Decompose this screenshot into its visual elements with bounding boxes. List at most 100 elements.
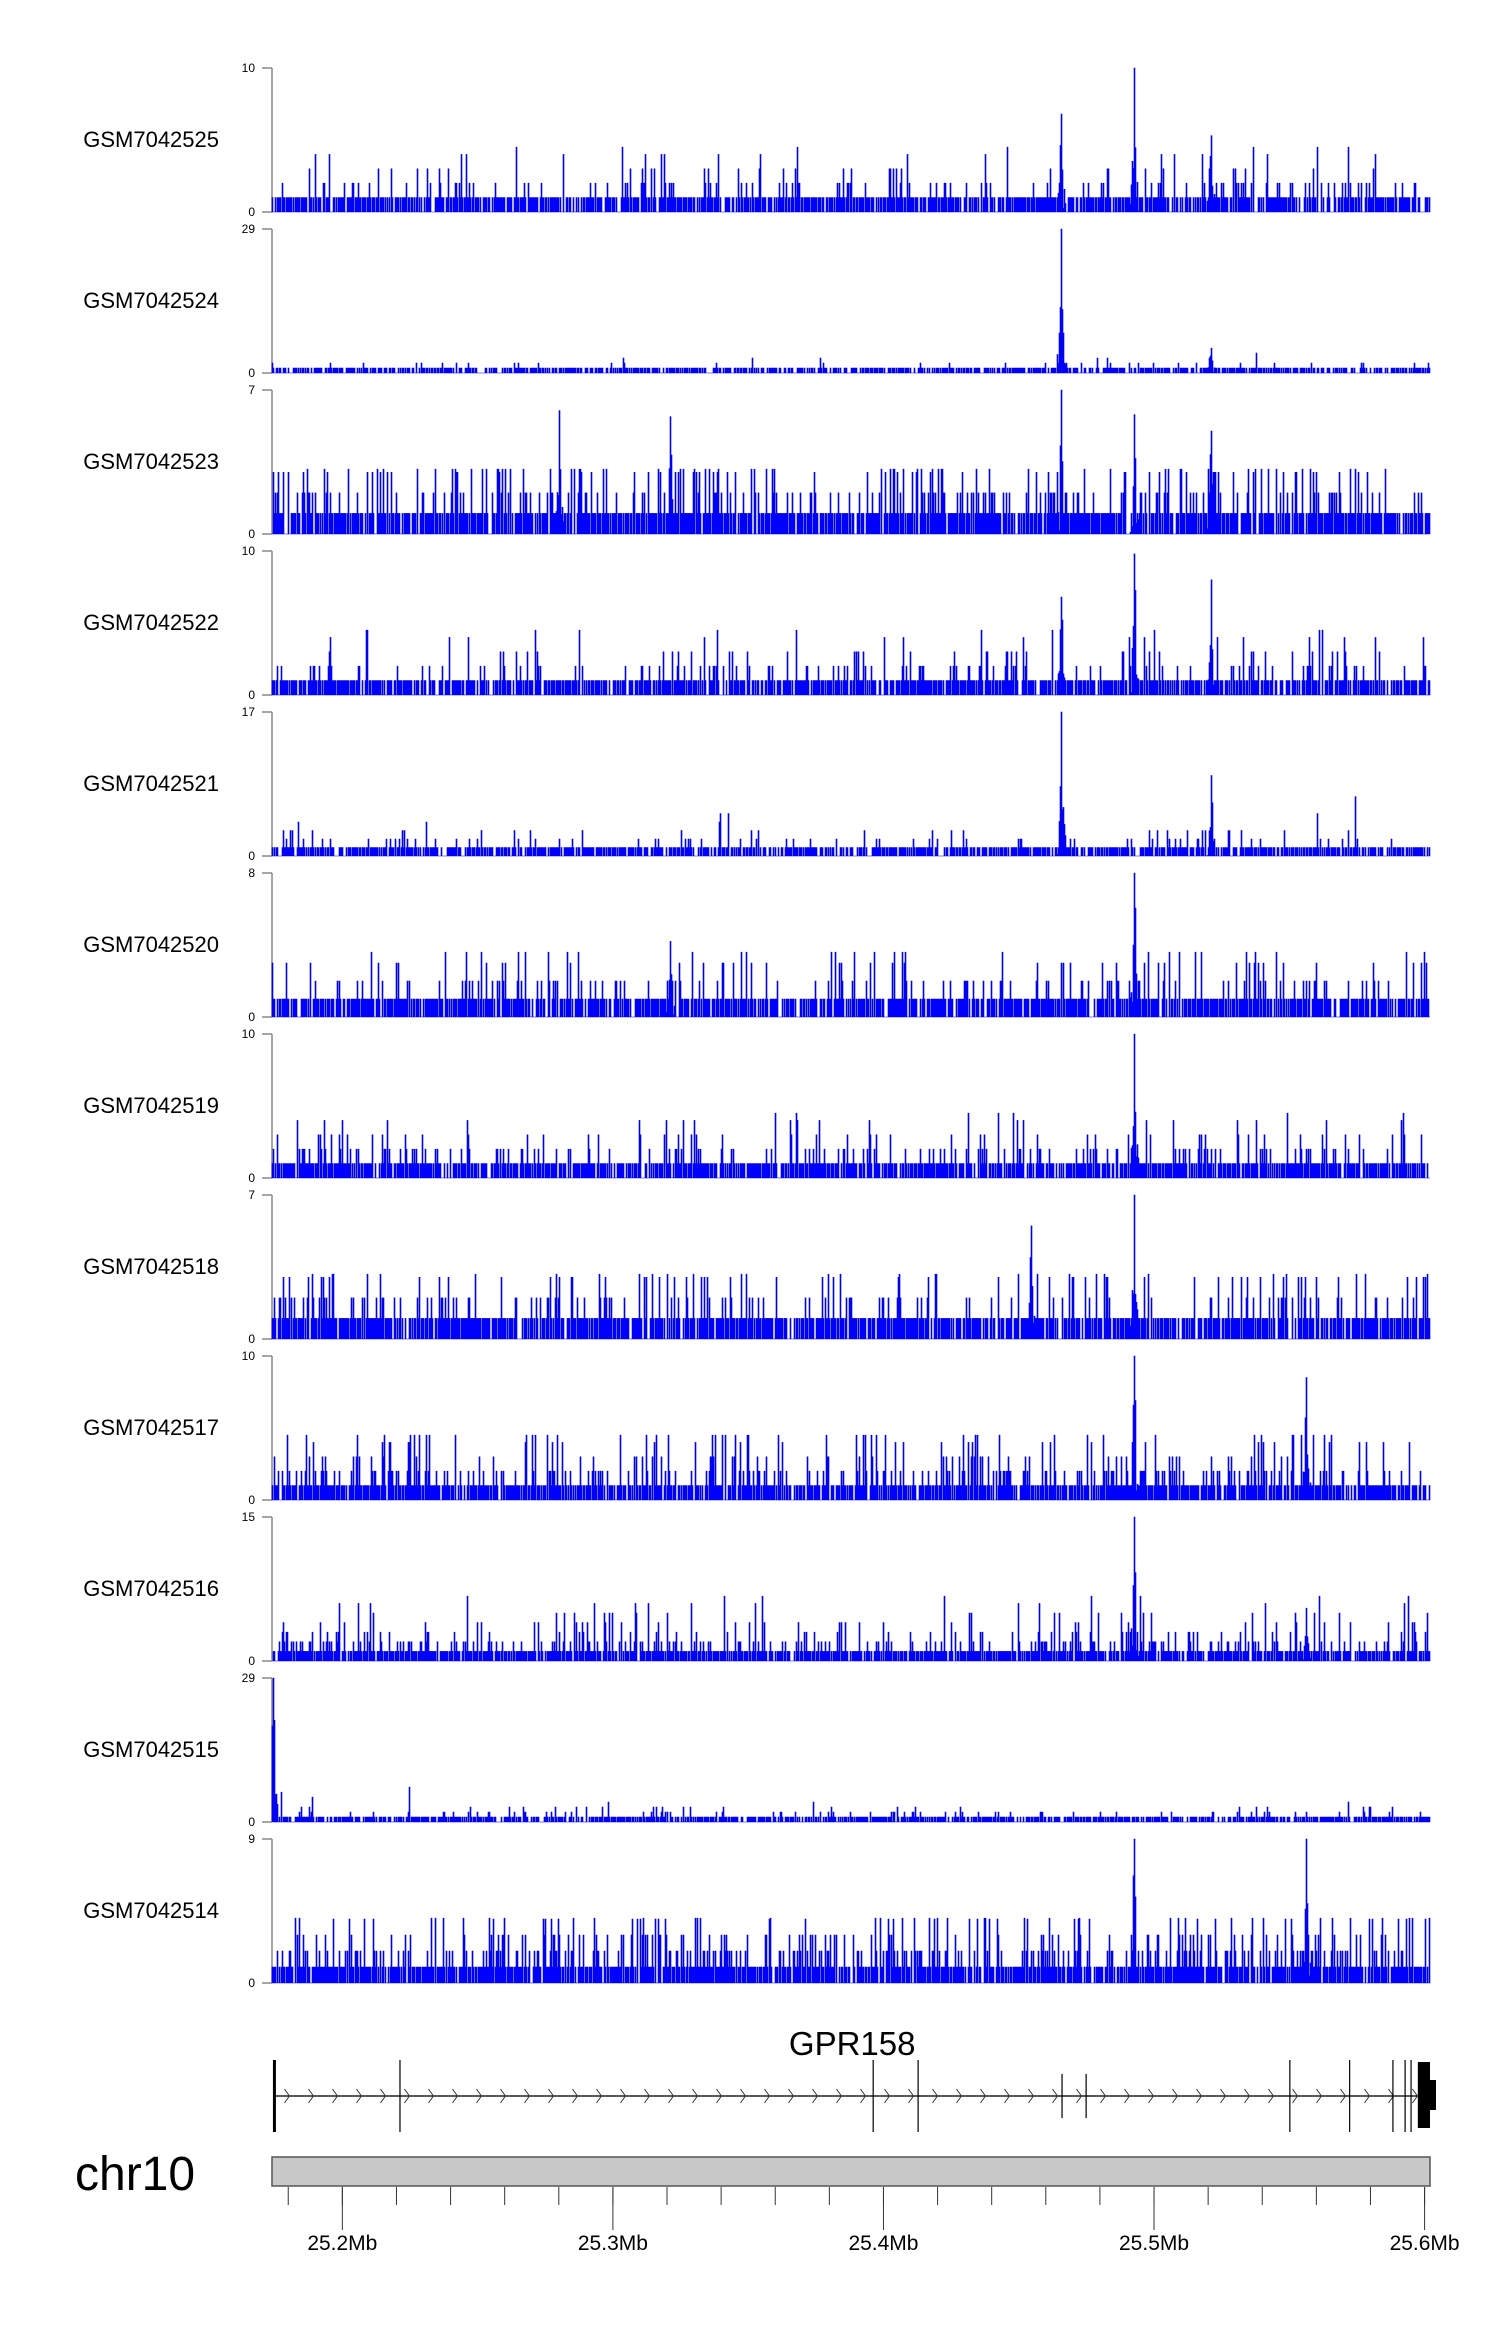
strand-arrow-icon — [404, 2088, 411, 2104]
x-tick-label: 25.5Mb — [1119, 2232, 1189, 2255]
y-min-label: 0 — [248, 1493, 255, 1507]
strand-arrow-icon — [524, 2088, 531, 2104]
y-max-label: 10 — [242, 1349, 256, 1363]
strand-arrow-icon — [956, 2088, 963, 2104]
track-label: GSM7042516 — [83, 1576, 219, 1601]
strand-arrow-icon — [1028, 2088, 1035, 2104]
x-tick-label: 25.4Mb — [848, 2232, 918, 2255]
strand-arrow-icon — [1148, 2088, 1155, 2104]
strand-arrow-icon — [308, 2088, 315, 2104]
strand-arrow-icon — [1292, 2088, 1299, 2104]
track-label: GSM7042514 — [83, 1898, 219, 1923]
y-max-label: 17 — [242, 705, 256, 719]
y-max-label: 7 — [248, 383, 255, 397]
strand-arrow-icon — [1004, 2088, 1011, 2104]
track-GSM7042519: GSM7042519 10 0 — [83, 1027, 1430, 1185]
strand-arrow-icon — [644, 2088, 651, 2104]
signal-area — [271, 1677, 1431, 1823]
strand-arrow-icon — [1364, 2088, 1371, 2104]
chromosome-label: chr10 — [75, 2148, 195, 2201]
track-GSM7042517: GSM7042517 10 0 — [83, 1349, 1431, 1507]
track-label: GSM7042517 — [83, 1415, 219, 1440]
strand-arrow-icon — [596, 2088, 603, 2104]
strand-arrow-icon — [1124, 2088, 1131, 2104]
strand-arrow-icon — [1316, 2088, 1323, 2104]
signal-area — [271, 67, 1431, 213]
x-tick-label: 25.6Mb — [1390, 2232, 1460, 2255]
strand-arrow-icon — [884, 2088, 891, 2104]
y-min-label: 0 — [248, 205, 255, 219]
strand-arrow-icon — [572, 2088, 579, 2104]
y-min-label: 0 — [248, 1332, 255, 1346]
strand-arrow-icon — [692, 2088, 699, 2104]
signal-area — [271, 1355, 1431, 1501]
strand-arrow-icon — [980, 2088, 987, 2104]
strand-arrow-icon — [452, 2088, 459, 2104]
track-GSM7042515: GSM7042515 29 0 — [83, 1671, 1431, 1829]
track-label: GSM7042523 — [83, 449, 219, 474]
strand-arrow-icon — [668, 2088, 675, 2104]
y-min-label: 0 — [248, 1815, 255, 1829]
track-label: GSM7042515 — [83, 1737, 219, 1762]
strand-arrow-icon — [1340, 2088, 1347, 2104]
strand-arrow-icon — [548, 2088, 555, 2104]
signal-area — [272, 1516, 1431, 1662]
x-tick-label: 25.2Mb — [307, 2232, 377, 2255]
track-GSM7042514: GSM7042514 9 0 — [83, 1832, 1431, 1990]
track-GSM7042523: GSM7042523 7 0 — [83, 383, 1431, 541]
signal-area — [271, 228, 1431, 374]
y-max-label: 9 — [248, 1832, 255, 1846]
gene-name: GPR158 — [789, 2025, 916, 2062]
track-GSM7042522: GSM7042522 10 0 — [83, 544, 1431, 702]
strand-arrow-icon — [1076, 2088, 1083, 2104]
strand-arrow-icon — [1196, 2088, 1203, 2104]
strand-arrow-icon — [356, 2088, 363, 2104]
track-GSM7042520: GSM7042520 8 0 — [83, 866, 1430, 1024]
track-GSM7042516: GSM7042516 15 0 — [83, 1510, 1431, 1668]
strand-arrow-icon — [1268, 2088, 1275, 2104]
strand-arrow-icon — [1052, 2088, 1059, 2104]
strand-arrow-icon — [932, 2088, 939, 2104]
y-min-label: 0 — [248, 1171, 255, 1185]
y-max-label: 29 — [242, 222, 256, 236]
y-max-label: 10 — [242, 544, 256, 558]
y-min-label: 0 — [248, 688, 255, 702]
strand-arrow-icon — [764, 2088, 771, 2104]
strand-arrow-icon — [332, 2088, 339, 2104]
track-label: GSM7042525 — [83, 127, 219, 152]
signal-area — [271, 1033, 1430, 1179]
strand-arrow-icon — [788, 2088, 795, 2104]
y-max-label: 10 — [242, 1027, 256, 1041]
y-min-label: 0 — [248, 366, 255, 380]
signal-area — [271, 872, 1430, 1018]
strand-arrow-icon — [812, 2088, 819, 2104]
gene-track: GPR158 — [272, 2025, 1436, 2132]
signal-area — [271, 1838, 1431, 1984]
strand-arrow-icon — [1100, 2088, 1107, 2104]
track-GSM7042518: GSM7042518 7 0 — [83, 1188, 1431, 1346]
track-GSM7042524: GSM7042524 29 0 — [83, 222, 1431, 380]
y-min-label: 0 — [248, 1654, 255, 1668]
y-min-label: 0 — [248, 527, 255, 541]
x-tick-label: 25.3Mb — [578, 2232, 648, 2255]
track-GSM7042521: GSM7042521 17 0 — [83, 705, 1431, 863]
strand-arrow-icon — [716, 2088, 723, 2104]
strand-arrow-icon — [740, 2088, 747, 2104]
track-label: GSM7042520 — [83, 932, 219, 957]
signal-area — [272, 389, 1431, 535]
track-GSM7042525: GSM7042525 10 0 — [83, 61, 1431, 219]
strand-arrow-icon — [1220, 2088, 1227, 2104]
y-max-label: 7 — [248, 1188, 255, 1202]
y-min-label: 0 — [248, 1976, 255, 1990]
track-label: GSM7042519 — [83, 1093, 219, 1118]
signal-area — [271, 1194, 1431, 1340]
y-max-label: 10 — [242, 61, 256, 75]
signal-area — [271, 711, 1431, 857]
y-max-label: 15 — [242, 1510, 256, 1524]
y-max-label: 8 — [248, 866, 255, 880]
strand-arrow-icon — [1412, 2088, 1419, 2104]
strand-arrow-icon — [476, 2088, 483, 2104]
strand-arrow-icon — [380, 2088, 387, 2104]
strand-arrow-icon — [1244, 2088, 1251, 2104]
